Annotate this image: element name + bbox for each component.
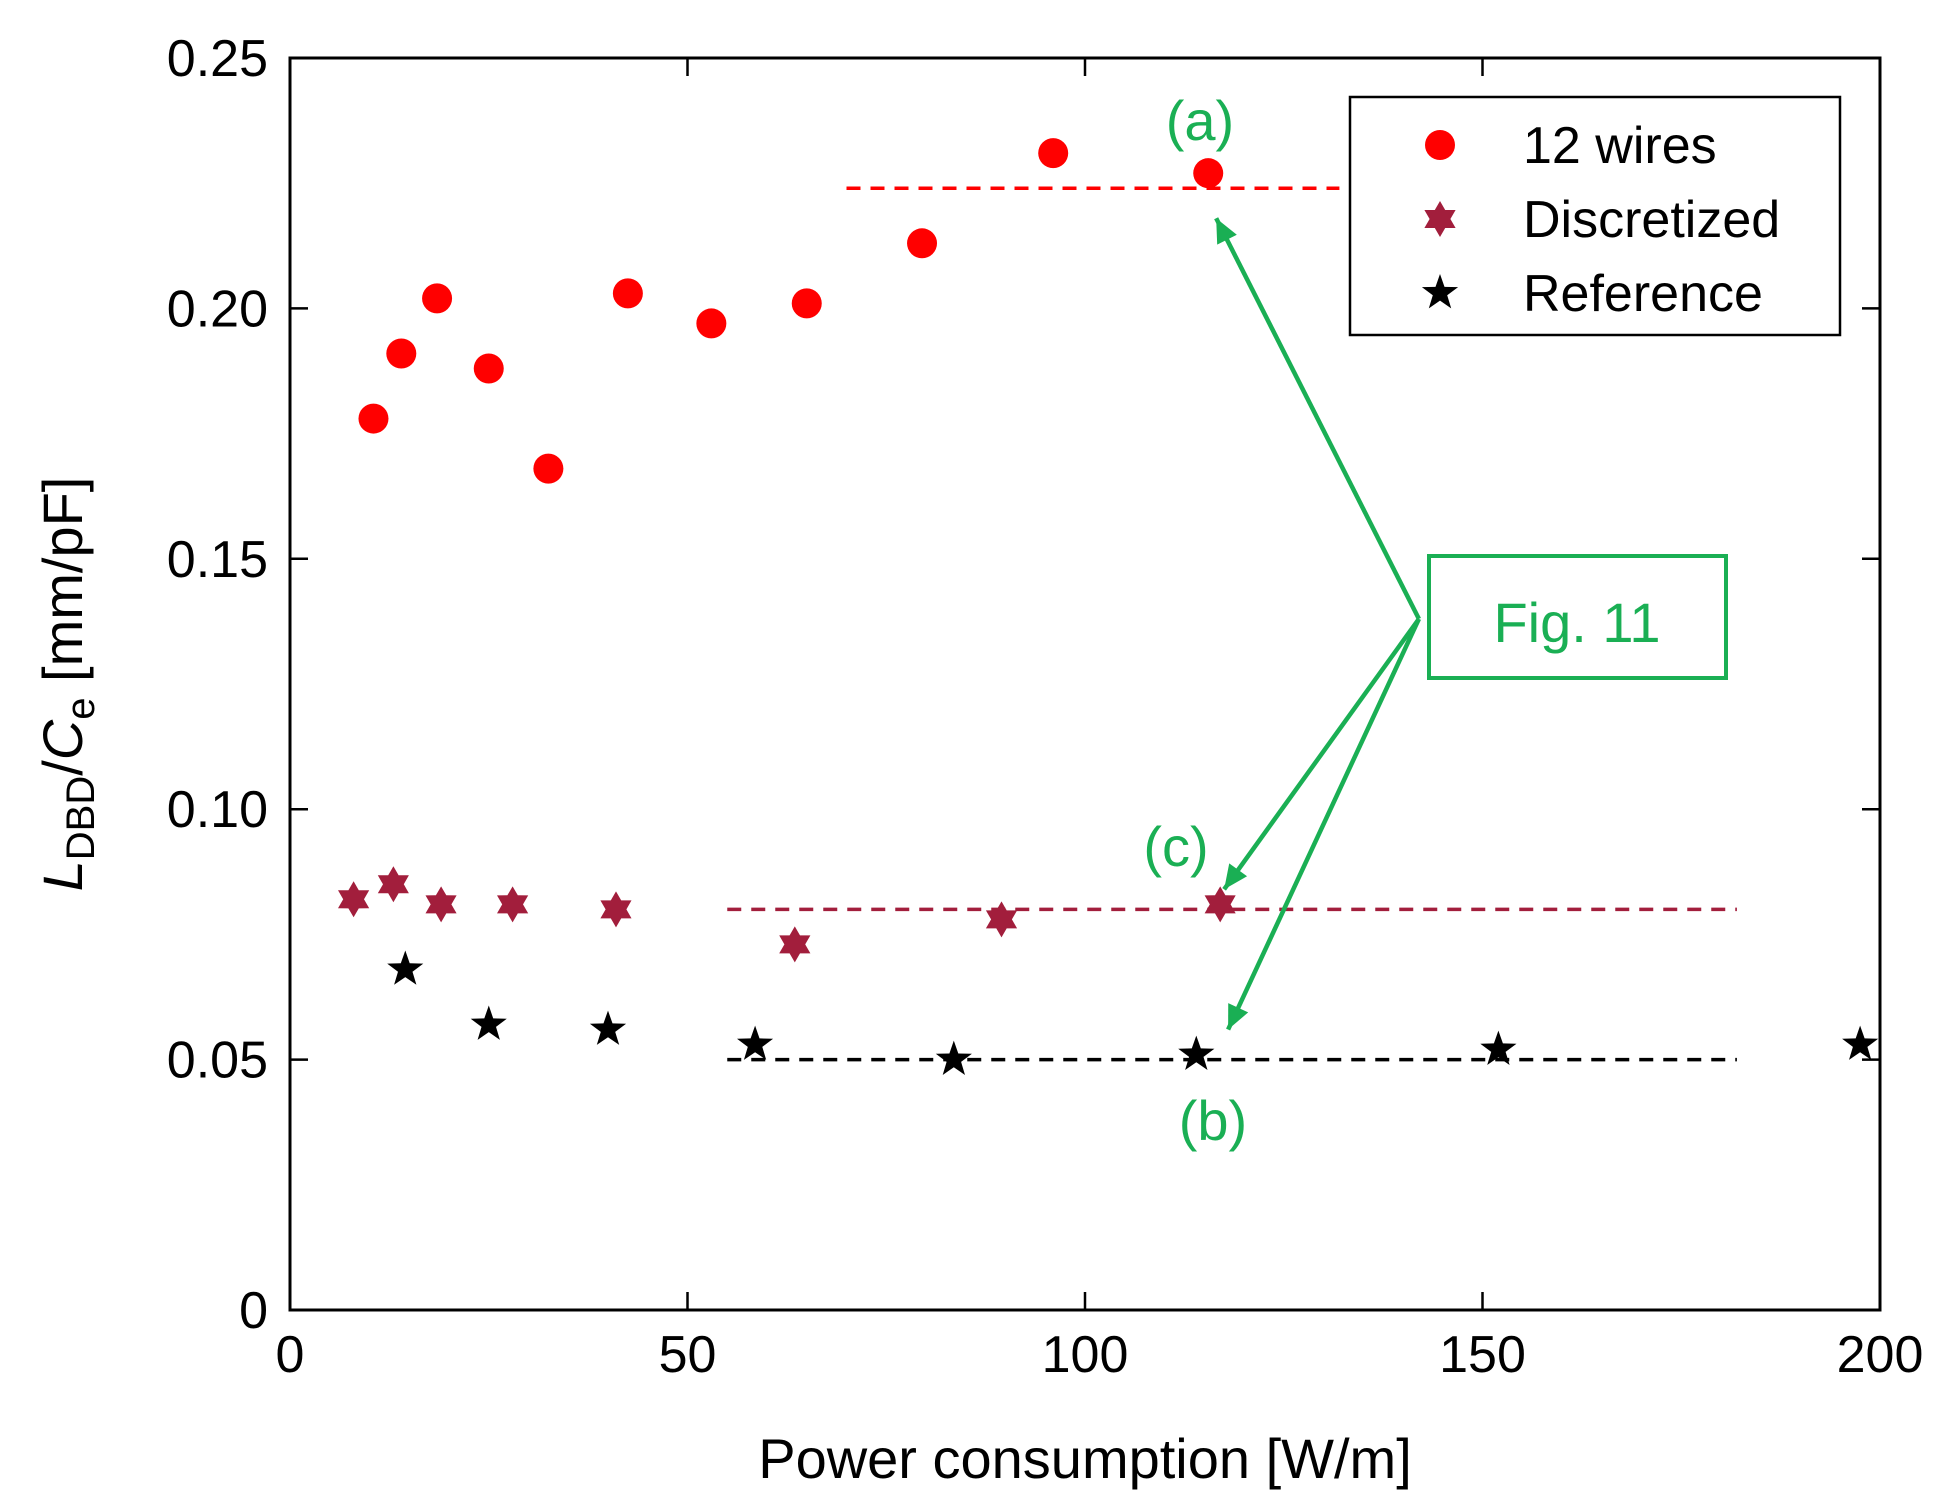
data-point: [338, 881, 370, 918]
arrow-to-b-head: [1228, 1003, 1249, 1030]
annotation-c: (c): [1143, 815, 1208, 878]
arrow-to-c-head: [1224, 863, 1248, 890]
data-point: [387, 950, 424, 985]
y-axis-label: LDBD/Ce [mm/pF]: [31, 477, 103, 892]
y-tick-label: 0.15: [167, 531, 268, 589]
arrow-to-b: [1226, 617, 1421, 1031]
data-point: [589, 1010, 627, 1045]
data-point: [386, 338, 417, 369]
data-point: [612, 278, 643, 309]
data-point: [473, 353, 504, 384]
y-tick-label: 0.05: [167, 1032, 268, 1090]
data-point: [1038, 138, 1069, 169]
fig-11-box: [1427, 554, 1728, 680]
legend-marker: [1425, 130, 1455, 160]
y-tick-label: 0.25: [167, 30, 268, 88]
arrow-to-a-head: [1216, 218, 1237, 245]
annotation-b: (b): [1179, 1089, 1247, 1152]
y-label-sub-dbd: DBD: [59, 776, 103, 860]
legend: 12 wires Discretized Reference: [1348, 95, 1842, 337]
annotations: Fig. 11 (a) (c) (b): [1143, 89, 1728, 1152]
y-label-L: L: [31, 860, 94, 891]
annotation-a: (a): [1166, 89, 1234, 152]
data-point: [422, 283, 453, 314]
data-point: [791, 288, 822, 319]
y-label-C: C: [31, 719, 94, 760]
legend-label: Discretized: [1523, 191, 1780, 249]
x-tick-label: 0: [276, 1326, 305, 1384]
series-12-wires: [358, 138, 1224, 484]
y-tick-label: 0.10: [167, 781, 268, 839]
x-tick-label: 150: [1439, 1326, 1526, 1384]
legend-label: Reference: [1523, 265, 1763, 323]
data-point: [696, 308, 727, 339]
arrow-to-a: [1214, 217, 1421, 620]
data-point: [907, 228, 938, 259]
legend-label: 12 wires: [1523, 117, 1717, 175]
y-tick-label: 0.20: [167, 280, 268, 338]
x-tick-label: 50: [659, 1326, 717, 1384]
fig-11-label: Fig. 11: [1493, 591, 1660, 654]
y-axis-ticks: 0 0.05 0.10 0.15 0.20 0.25: [167, 30, 1880, 1340]
data-point: [1193, 158, 1224, 189]
x-tick-label: 100: [1042, 1326, 1129, 1384]
data-point: [1204, 886, 1236, 923]
data-point: [1178, 1035, 1215, 1070]
data-point: [377, 866, 409, 903]
data-point: [497, 886, 529, 923]
data-point: [533, 453, 564, 484]
data-point: [985, 901, 1018, 938]
y-tick-label: 0: [239, 1282, 268, 1340]
arrow-to-c: [1222, 617, 1421, 891]
y-label-sub-e: e: [59, 698, 103, 720]
data-point: [600, 891, 632, 928]
legend-marker: [1424, 201, 1456, 237]
data-point: [737, 1025, 774, 1060]
data-point: [358, 403, 389, 434]
data-point: [425, 886, 457, 923]
data-point: [1480, 1030, 1517, 1065]
y-label-slash: /: [31, 760, 94, 776]
y-label-unit: [mm/pF]: [31, 477, 94, 698]
x-tick-label: 200: [1837, 1326, 1924, 1384]
data-point: [779, 926, 811, 963]
series-reference: [387, 950, 1879, 1075]
data-point: [935, 1040, 972, 1075]
series-discretized: [338, 866, 1236, 963]
data-series: [338, 138, 1879, 1075]
x-axis-label: Power consumption [W/m]: [758, 1427, 1412, 1490]
data-point: [1842, 1025, 1879, 1060]
x-axis-ticks: 0 50 100 150 200: [276, 58, 1924, 1384]
legend-marker: [1421, 274, 1459, 309]
data-point: [470, 1005, 507, 1040]
